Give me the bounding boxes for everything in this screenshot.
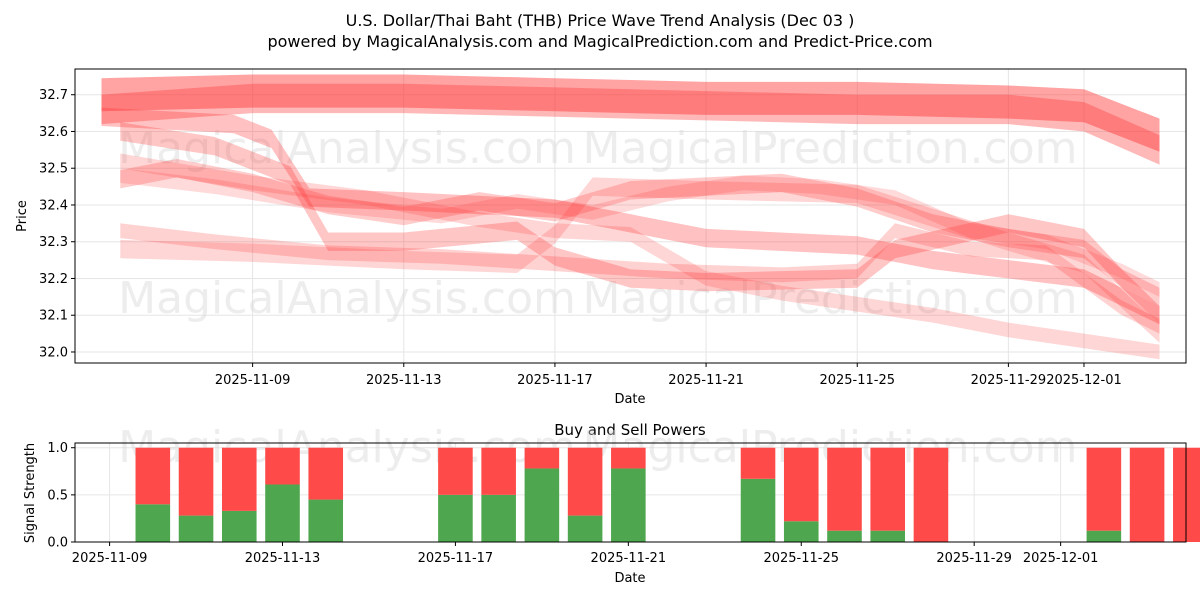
wave-band-wave-9 xyxy=(120,168,1160,297)
price-axes-frame xyxy=(74,68,1187,364)
chart-subtitle: powered by MagicalAnalysis.com and Magic… xyxy=(267,32,932,51)
sell-bar xyxy=(913,447,949,542)
watermark-analysis-mid: MagicalAnalysis.com xyxy=(118,273,576,324)
buy-bar xyxy=(438,494,473,542)
signal-xtick-label: 2025-11-25 xyxy=(763,551,839,566)
price-grid xyxy=(75,69,1186,363)
price-ytick-label: 32.5 xyxy=(39,162,68,177)
price-ytick-label: 32.1 xyxy=(39,309,68,324)
sell-bar xyxy=(611,447,646,469)
signal-panel: Buy and Sell Powers MagicalAnalysis.com … xyxy=(23,421,1200,586)
signal-ytick-label: 0.0 xyxy=(47,536,68,551)
price-ytick-label: 32.0 xyxy=(39,345,68,360)
signal-xtick-label: 2025-11-13 xyxy=(245,551,321,566)
price-y-label: Price xyxy=(15,200,30,232)
buy-bar xyxy=(265,484,300,542)
buy-bar xyxy=(783,521,819,542)
signal-title: Buy and Sell Powers xyxy=(554,421,706,439)
wave-band-wave-1 xyxy=(101,74,1160,152)
price-ytick-label: 32.2 xyxy=(39,272,68,287)
price-xtick-label: 2025-11-09 xyxy=(215,373,291,388)
sell-bar xyxy=(567,447,603,516)
price-xtick-label: 2025-12-01 xyxy=(1046,373,1122,388)
signal-y-ticks: 0.0 0.5 1.0 xyxy=(47,441,75,551)
sell-bar xyxy=(265,447,300,485)
sell-bar xyxy=(135,447,171,505)
sell-bar xyxy=(481,447,516,495)
buy-bar xyxy=(611,468,646,542)
price-ytick-label: 32.3 xyxy=(39,235,68,250)
buy-bar xyxy=(740,478,776,542)
wave-bands xyxy=(101,74,1160,360)
buy-bar xyxy=(524,468,560,542)
signal-xtick-label: 2025-12-01 xyxy=(1023,551,1099,566)
signal-ytick-label: 1.0 xyxy=(47,441,68,456)
wave-band-wave-5 xyxy=(120,159,1160,306)
sell-bar xyxy=(870,447,906,531)
price-xtick-label: 2025-11-29 xyxy=(971,373,1047,388)
chart-title: U.S. Dollar/Thai Baht (THB) Price Wave T… xyxy=(346,11,855,30)
sell-bar xyxy=(1086,447,1122,531)
buy-bar xyxy=(870,530,906,542)
price-xtick-label: 2025-11-21 xyxy=(668,373,744,388)
signal-bars xyxy=(135,447,1200,542)
wave-band-wave-3 xyxy=(101,107,1160,325)
sell-bar xyxy=(1173,447,1200,542)
signal-y-label: Signal Strength xyxy=(23,443,38,543)
buy-bar xyxy=(567,515,603,542)
wave-band-wave-4 xyxy=(120,122,1160,325)
price-ytick-label: 32.6 xyxy=(39,125,68,140)
price-xtick-label: 2025-11-13 xyxy=(366,373,442,388)
buy-bar xyxy=(135,504,171,542)
sell-bar xyxy=(827,447,862,531)
price-ytick-label: 32.7 xyxy=(39,88,68,103)
sell-bar xyxy=(308,447,344,500)
signal-axes-frame xyxy=(74,442,1187,543)
sell-bar xyxy=(783,447,819,522)
buy-bar xyxy=(308,499,344,542)
wave-band-wave-6 xyxy=(120,223,1160,334)
signal-xtick-label: 2025-11-21 xyxy=(591,551,667,566)
price-x-ticks: 2025-11-09 2025-11-13 2025-11-17 2025-11-21… xyxy=(215,363,1122,388)
buy-bar xyxy=(827,530,862,542)
sell-bar xyxy=(221,447,257,511)
buy-bar xyxy=(481,494,516,542)
signal-x-label: Date xyxy=(614,571,645,586)
price-panel: MagicalAnalysis.com MagicalPrediction.co… xyxy=(15,68,1187,407)
signal-x-ticks: 2025-11-09 2025-11-13 2025-11-17 2025-11-21… xyxy=(72,542,1099,566)
sell-bar xyxy=(740,447,776,479)
sell-bar xyxy=(178,447,214,516)
sell-bar xyxy=(438,447,473,495)
buy-bar xyxy=(221,510,257,542)
price-y-ticks: 32.0 32.1 32.2 32.3 32.4 32.5 32.6 32.7 xyxy=(39,88,75,360)
price-xtick-label: 2025-11-17 xyxy=(517,373,593,388)
signal-ytick-label: 0.5 xyxy=(47,488,68,503)
wave-band-wave-8 xyxy=(120,153,1160,360)
sell-bar xyxy=(1129,447,1165,542)
watermark-prediction-top: MagicalPrediction.com xyxy=(583,123,1078,174)
watermark-analysis-top: MagicalAnalysis.com xyxy=(118,123,576,174)
watermark-prediction-mid: MagicalPrediction.com xyxy=(583,273,1078,324)
price-xtick-label: 2025-11-25 xyxy=(819,373,895,388)
price-x-label: Date xyxy=(614,392,645,407)
signal-xtick-label: 2025-11-29 xyxy=(936,551,1012,566)
wave-band-wave-2 xyxy=(101,83,1160,165)
buy-bar xyxy=(1086,530,1122,542)
sell-bar xyxy=(524,447,560,469)
wave-band-wave-7 xyxy=(120,177,1160,343)
price-ytick-label: 32.4 xyxy=(39,198,68,213)
signal-xtick-label: 2025-11-09 xyxy=(72,551,148,566)
signal-xtick-label: 2025-11-17 xyxy=(418,551,494,566)
buy-bar xyxy=(178,515,214,542)
